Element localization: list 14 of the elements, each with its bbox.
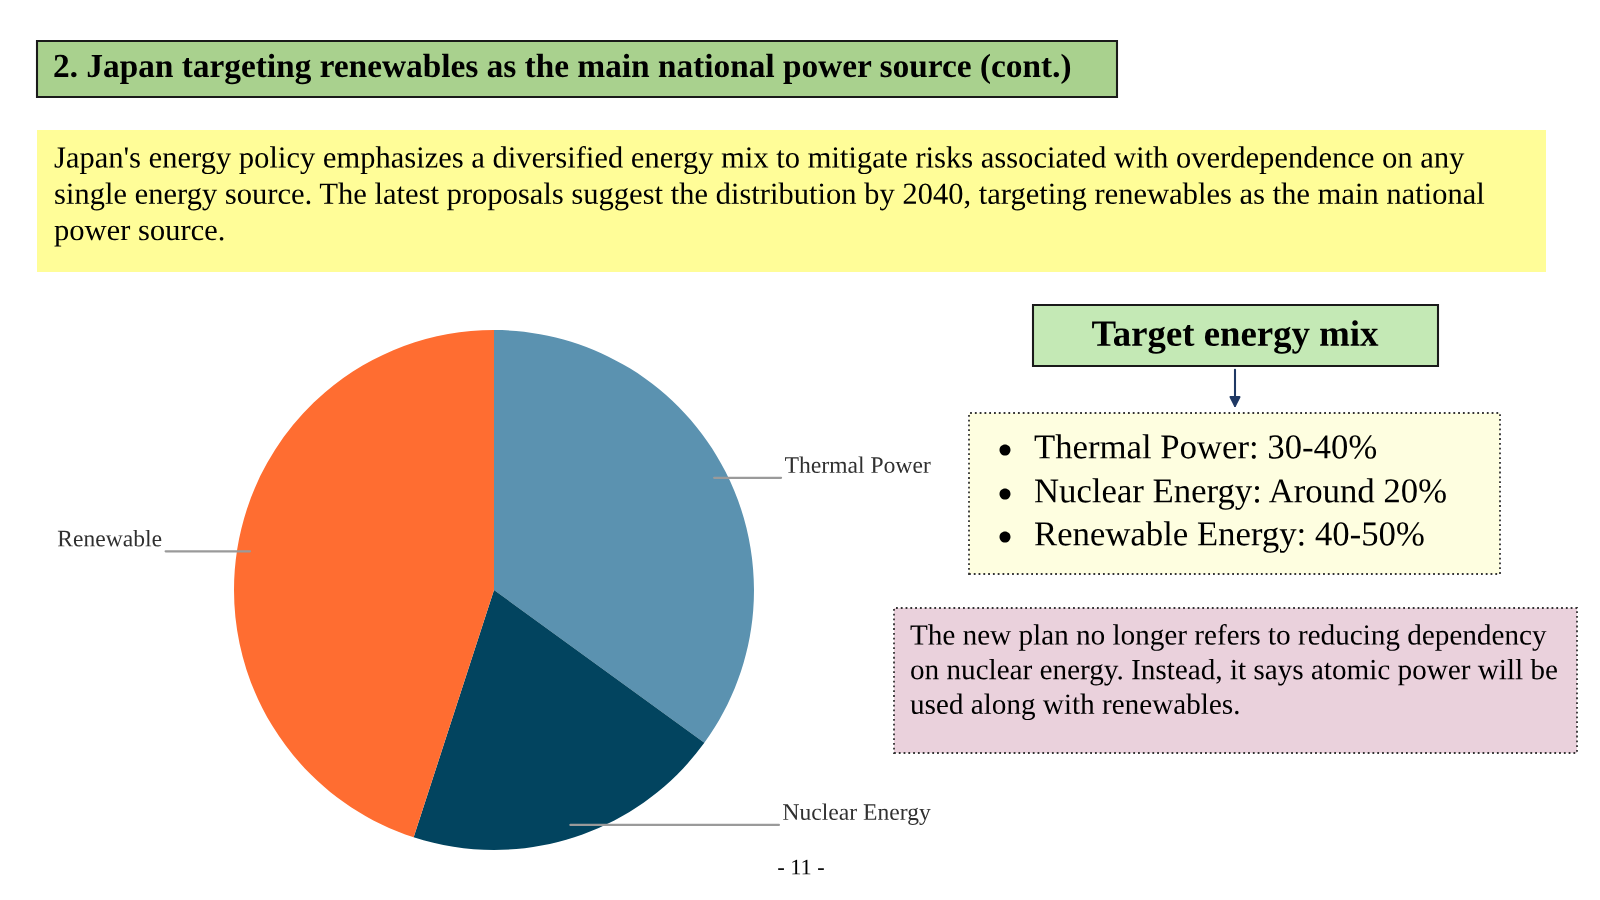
slice-label: Nuclear Energy <box>783 803 931 825</box>
text: Target energy mix <box>1092 320 1379 354</box>
text: Thermal Power: 30-40% <box>1034 434 1377 459</box>
text: The new plan no longer refers to reducing dependency on nuclear energy. Instead, it says atomic power will be used along with renewables. <box>910 624 1557 721</box>
chart-title: 2. Japan targeting renewables as the main national power source (cont.) <box>54 53 1071 85</box>
text: - 11 - <box>778 859 824 875</box>
text: Renewable Energy: 40-50% <box>1035 521 1424 553</box>
text: Nuclear Energy: Around 20% <box>1035 478 1446 510</box>
pie-slice <box>494 330 754 743</box>
pie-slice <box>413 590 705 850</box>
text: Japan's energy policy emphasizes a diversified energy mix to mitigate risks associated with overdependence on any single energy source. The latest proposals suggest the distribution by 2040, targeting renewables as the main national power source. <box>54 146 1485 247</box>
pie-slice <box>234 330 494 838</box>
slice-label: Thermal Power <box>785 456 931 474</box>
slice-label: Renewable <box>57 529 162 547</box>
